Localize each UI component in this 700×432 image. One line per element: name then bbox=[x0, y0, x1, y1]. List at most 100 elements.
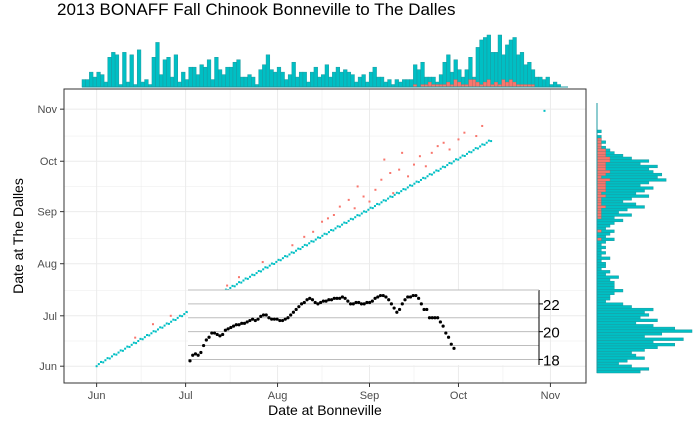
top-histogram-bar-group-b bbox=[457, 81, 462, 88]
point-group-a bbox=[97, 363, 100, 366]
top-histogram-bar bbox=[232, 61, 237, 88]
temperature-point bbox=[408, 295, 413, 299]
top-histogram-bar bbox=[170, 76, 175, 88]
temperature-point bbox=[278, 318, 282, 323]
point-group-a bbox=[424, 177, 427, 180]
top-histogram-bar bbox=[144, 79, 149, 88]
right-histogram-bar bbox=[596, 275, 619, 279]
right-histogram-bar bbox=[596, 259, 602, 263]
top-histogram-bar-group-b bbox=[505, 81, 510, 88]
temperature-point bbox=[310, 298, 315, 302]
right-histogram-bar-group-b bbox=[596, 237, 602, 241]
point-group-a bbox=[172, 318, 175, 321]
point-group-a bbox=[102, 361, 105, 364]
top-histogram-bar bbox=[306, 81, 311, 88]
series-group-b bbox=[134, 124, 484, 339]
point-group-a bbox=[108, 357, 111, 360]
y-tick-label: Jun bbox=[39, 361, 57, 373]
temperature-point bbox=[348, 302, 353, 306]
temperature-point bbox=[329, 298, 334, 302]
top-histogram-bar bbox=[195, 74, 201, 88]
right-histogram-bar-group-b bbox=[596, 146, 602, 150]
top-histogram-bar bbox=[159, 74, 164, 88]
right-histogram-bar bbox=[596, 289, 624, 293]
point-group-a bbox=[384, 199, 387, 202]
right-histogram-bar bbox=[596, 361, 619, 366]
point-group-a bbox=[165, 322, 168, 325]
right-histogram-bar-group-b bbox=[596, 140, 602, 144]
temperature-point bbox=[338, 296, 342, 300]
temperature-point bbox=[199, 350, 203, 355]
point-group-a bbox=[167, 322, 170, 325]
top-histogram-bar bbox=[166, 57, 171, 88]
top-histogram-bar-group-b bbox=[453, 79, 458, 88]
point-group-a bbox=[290, 251, 293, 254]
temperature-point bbox=[362, 302, 366, 306]
point-group-a bbox=[244, 277, 247, 280]
inset-background bbox=[188, 290, 539, 365]
top-histogram-bar bbox=[442, 61, 447, 88]
right-histogram-bar-group-b bbox=[596, 183, 606, 187]
point-group-a bbox=[402, 188, 405, 191]
temperature-point bbox=[343, 296, 347, 300]
point-group-b bbox=[407, 175, 410, 178]
top-histogram-bar-group-b bbox=[494, 81, 499, 88]
point-group-a bbox=[411, 184, 414, 187]
point-group-a bbox=[170, 320, 173, 323]
point-group-b bbox=[312, 230, 315, 233]
top-histogram-bar bbox=[162, 59, 167, 88]
temperature-point bbox=[283, 317, 287, 321]
right-histogram-bar bbox=[596, 316, 641, 320]
top-histogram-bar bbox=[291, 61, 296, 88]
point-group-a bbox=[437, 169, 440, 172]
top-histogram-bar bbox=[313, 66, 318, 88]
point-group-b bbox=[418, 155, 421, 158]
temperature-point bbox=[441, 324, 445, 328]
temperature-point bbox=[417, 296, 421, 300]
temperature-point bbox=[406, 295, 410, 299]
point-group-a bbox=[457, 158, 460, 161]
point-group-a bbox=[316, 236, 319, 239]
right-histogram-bar bbox=[596, 232, 611, 236]
right-histogram-bar bbox=[596, 351, 632, 355]
point-group-a bbox=[426, 175, 429, 178]
temperature-point bbox=[299, 302, 304, 306]
temperature-point bbox=[419, 302, 423, 306]
top-histogram-bar-group-b bbox=[501, 79, 506, 88]
point-group-a bbox=[262, 268, 265, 271]
point-group-a bbox=[433, 171, 436, 174]
point-group-a bbox=[393, 193, 396, 196]
point-group-b bbox=[481, 124, 484, 127]
right-histogram-bar bbox=[596, 302, 624, 306]
point-group-a bbox=[345, 222, 348, 225]
top-histogram-bar bbox=[357, 76, 363, 88]
top-histogram-bar bbox=[276, 66, 282, 88]
top-histogram-bar bbox=[475, 47, 480, 88]
point-group-a bbox=[441, 165, 444, 168]
top-histogram-bar bbox=[85, 79, 90, 88]
temperature-point bbox=[400, 302, 404, 306]
point-group-a bbox=[159, 326, 162, 329]
temperature-point bbox=[387, 298, 391, 302]
point-group-b bbox=[436, 145, 439, 148]
right-histogram-bar bbox=[596, 226, 606, 231]
top-histogram-bar bbox=[173, 54, 178, 88]
inset-tick-label: 22 bbox=[543, 297, 560, 314]
temperature-point bbox=[207, 335, 211, 339]
top-histogram-bar bbox=[368, 71, 374, 88]
top-histogram-bar bbox=[534, 76, 539, 88]
point-group-b bbox=[448, 148, 451, 151]
right-histogram-bar bbox=[596, 334, 645, 339]
temperature-point bbox=[215, 332, 219, 337]
point-group-b bbox=[362, 195, 365, 198]
right-histogram-bar bbox=[596, 367, 650, 371]
point-group-a bbox=[240, 281, 243, 284]
point-group-a bbox=[161, 326, 164, 329]
temperature-point bbox=[313, 300, 317, 305]
point-group-a bbox=[139, 337, 142, 340]
point-group-b bbox=[326, 217, 329, 220]
point-group-b bbox=[401, 151, 404, 154]
top-histogram-bar bbox=[122, 52, 127, 88]
top-histogram-bar bbox=[284, 79, 289, 88]
top-histogram-bar bbox=[269, 69, 274, 88]
